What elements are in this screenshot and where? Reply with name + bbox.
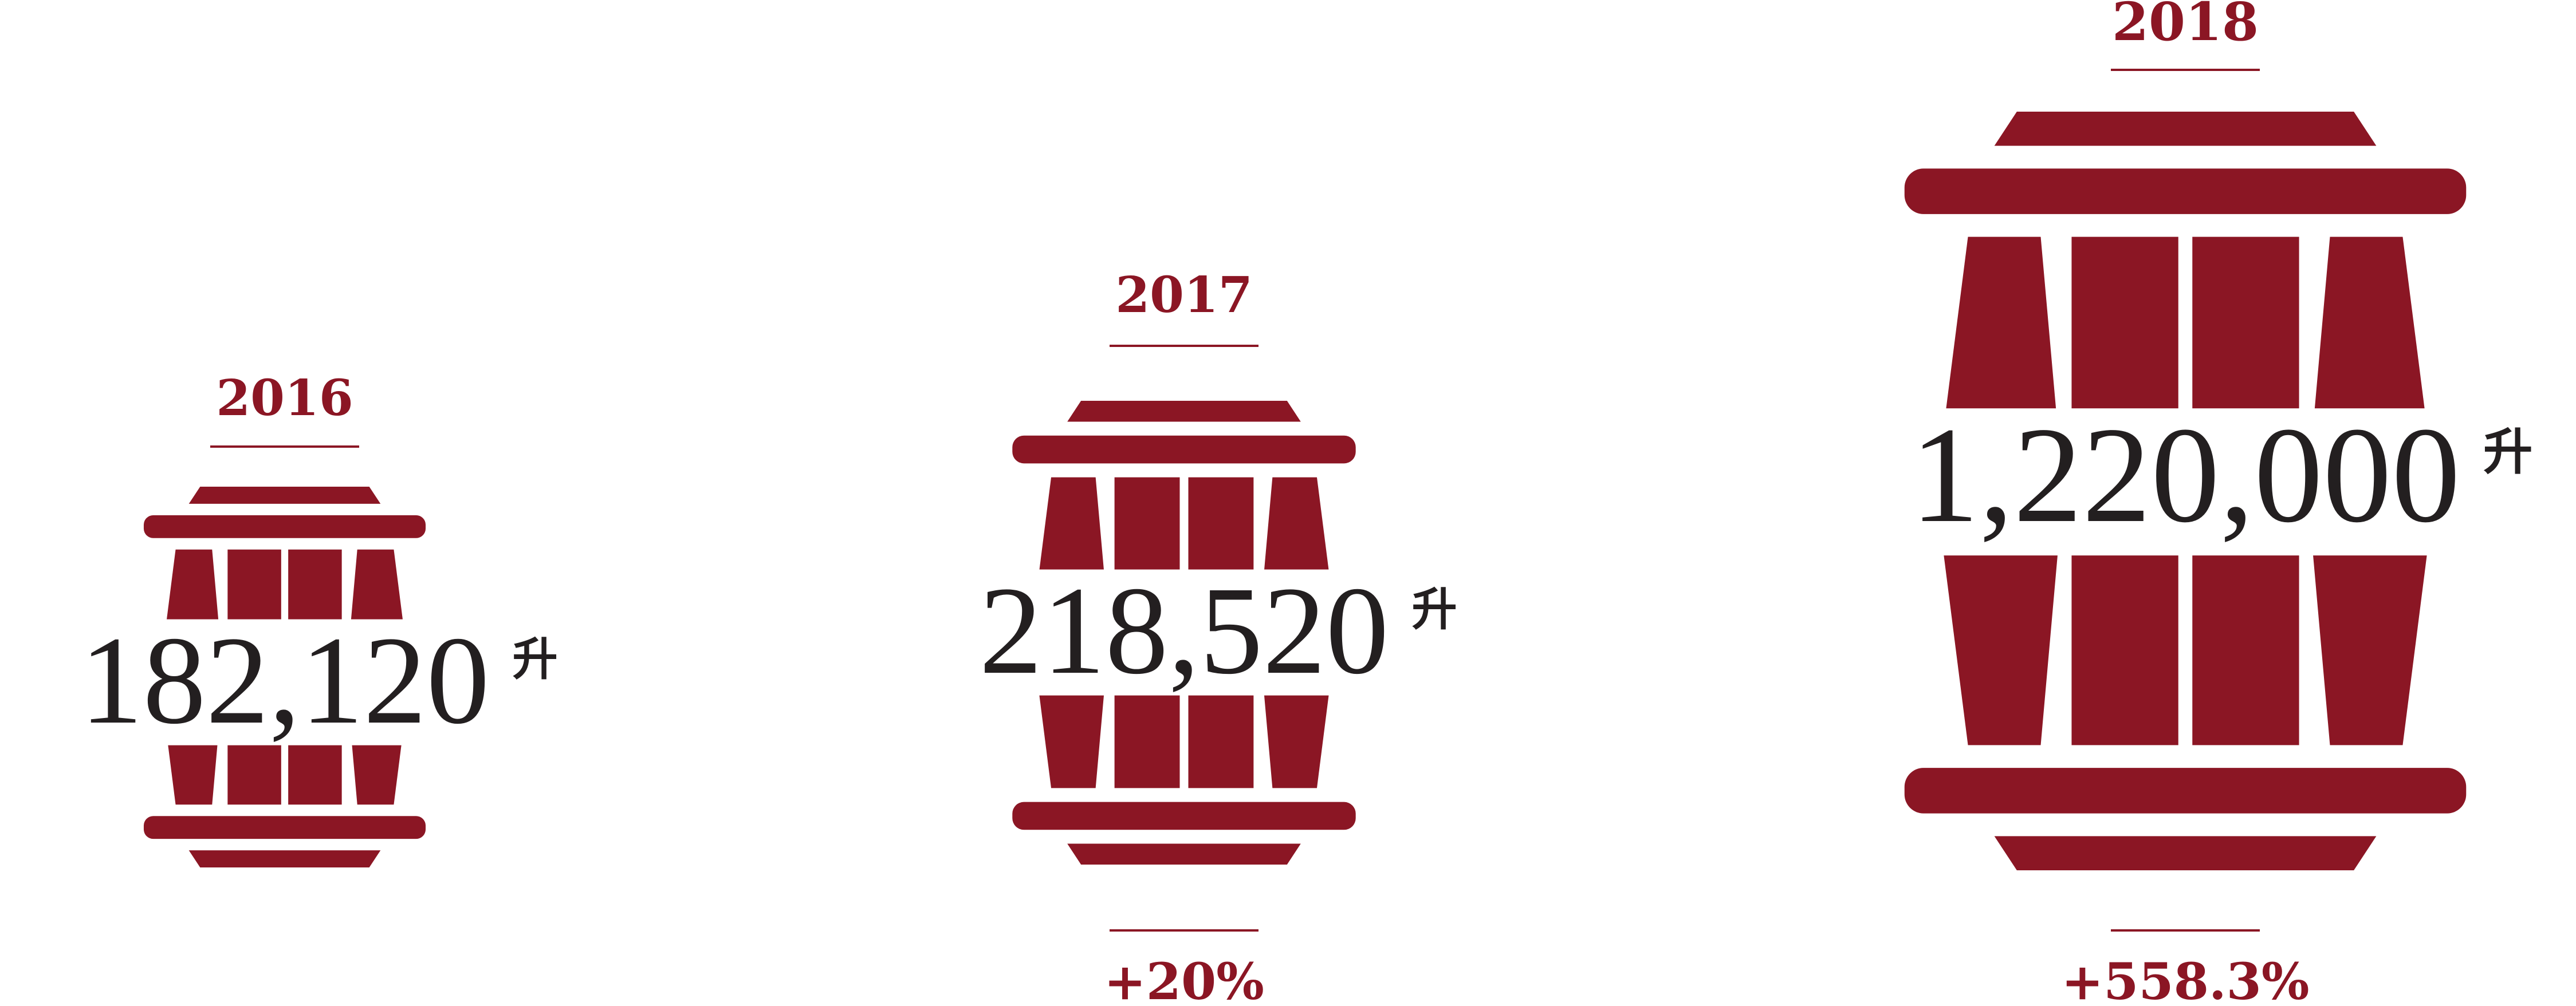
year-label: 2017 (1115, 266, 1252, 324)
barrel-stave (1944, 236, 2058, 427)
unit-label: 升 (513, 632, 558, 685)
barrel-top-cap (1994, 112, 2377, 146)
barrel-bottom-cap (188, 850, 381, 867)
barrel-hoop-top (1012, 435, 1356, 464)
barrel-top-cap (1067, 401, 1301, 422)
barrel-stave (1036, 672, 1106, 788)
barrel-stave (2313, 236, 2427, 427)
barrel-stave (2071, 555, 2178, 745)
barrel-hoop-bottom (143, 816, 426, 839)
barrel-stave (1036, 477, 1106, 594)
year-label: 2016 (216, 369, 353, 427)
barrel-stave (2192, 236, 2299, 427)
barrel-hoop-bottom (1012, 802, 1356, 830)
barrel-stave (1262, 477, 1332, 594)
value-label: 182,120 (80, 610, 490, 750)
change-label: +558.3% (2062, 952, 2310, 1006)
value-label-background (1870, 408, 2500, 546)
barrel-top-cap (188, 487, 381, 504)
barrel-icon (1904, 112, 2467, 870)
barrel-stave (1114, 672, 1180, 788)
barrel-bottom-cap (1994, 836, 2377, 870)
barrel-hoop-bottom (1904, 768, 2467, 814)
barrel-icon (1012, 401, 1356, 865)
unit-label: 升 (2483, 424, 2532, 481)
value-label: 1,220,000 (1910, 399, 2460, 551)
value-label-background (58, 619, 511, 745)
change-label: +20% (1104, 952, 1264, 1006)
barrel-hoop-top (1904, 168, 2467, 214)
unit-label: 升 (1412, 582, 1457, 636)
barrel-stave (2192, 555, 2299, 745)
value-label-background (958, 569, 1410, 696)
year-label: 2018 (2112, 0, 2259, 53)
barrel-stave (2313, 555, 2427, 745)
barrel-stave (1944, 555, 2058, 745)
value-label: 218,520 (980, 561, 1389, 700)
barrel-bottom-cap (1067, 843, 1301, 865)
barrel-stave (1114, 477, 1180, 594)
barrel-stave (1262, 672, 1332, 788)
barrel-stave (2071, 236, 2178, 427)
barrel-stave (1188, 672, 1254, 788)
barrel-stave (1188, 477, 1254, 594)
barrel-hoop-top (143, 515, 426, 538)
